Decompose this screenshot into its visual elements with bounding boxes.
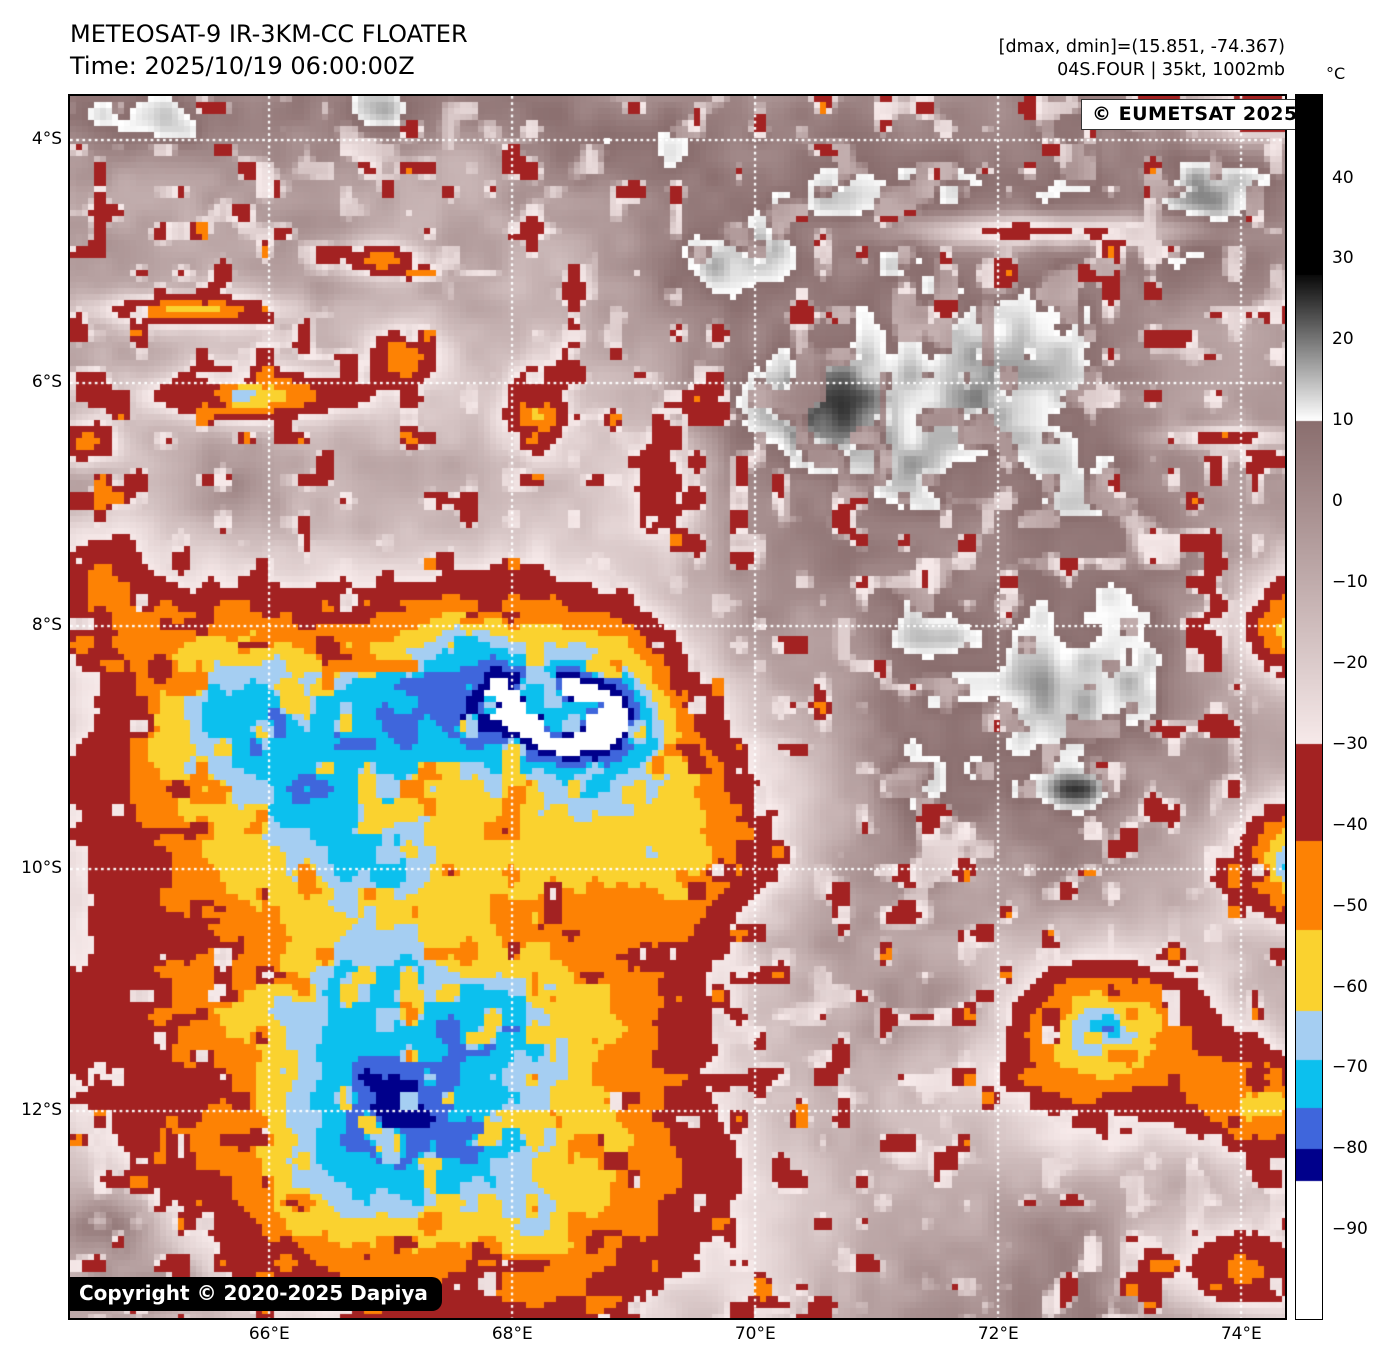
colorbar-tick-label: −90 (1332, 1219, 1368, 1240)
x-tick-label: 72°E (977, 1324, 1019, 1344)
y-tick-label: 10°S (21, 857, 62, 878)
page-title: METEOSAT-9 IR-3KM-CC FLOATER (70, 20, 468, 48)
colorbar-tick-label: 20 (1332, 329, 1354, 350)
colorbar-tick-label: 10 (1332, 410, 1354, 431)
colorbar-tick-label: 40 (1332, 167, 1354, 188)
colorbar-tick-label: −40 (1332, 814, 1368, 835)
y-tick-label: 4°S (31, 128, 62, 149)
x-tick-label: 68°E (491, 1324, 533, 1344)
colorbar-tick-label: 30 (1332, 248, 1354, 269)
colorbar-unit-label: °C (1326, 64, 1346, 83)
colorbar-tick-label: −80 (1332, 1138, 1368, 1159)
x-tick-label: 74°E (1220, 1324, 1262, 1344)
colorbar-tick-label: −20 (1332, 652, 1368, 673)
annotation-dmax-dmin: [dmax, dmin]=(15.851, -74.367) (998, 37, 1285, 57)
x-tick-label: 70°E (734, 1324, 776, 1344)
colorbar-tick-label: −60 (1332, 976, 1368, 997)
y-tick-label: 12°S (21, 1100, 62, 1121)
dapiya-copyright-badge: Copyright © 2020-2025 Dapiya (70, 1277, 442, 1311)
colorbar-tick-label: 0 (1332, 491, 1343, 512)
colorbar-tick-label: −10 (1332, 572, 1368, 592)
page-subtitle-time: Time: 2025/10/19 06:00:00Z (70, 52, 415, 80)
colorbar-tick-label: −30 (1332, 733, 1368, 754)
y-tick-label: 6°S (31, 371, 62, 392)
y-tick-label: 8°S (31, 614, 62, 635)
colorbar-tick-label: −50 (1332, 895, 1368, 916)
annotation-storm-info: 04S.FOUR | 35kt, 1002mb (1057, 60, 1285, 80)
eumetsat-credit-badge: © EUMETSAT 2025 (1081, 99, 1309, 130)
colorbar-canvas (1295, 94, 1324, 1321)
x-tick-label: 66°E (248, 1324, 290, 1344)
satellite-image-canvas (70, 96, 1285, 1318)
colorbar-tick-label: −70 (1332, 1057, 1368, 1078)
map-plot-area: © EUMETSAT 2025 Copyright © 2020-2025 Da… (68, 94, 1309, 1320)
